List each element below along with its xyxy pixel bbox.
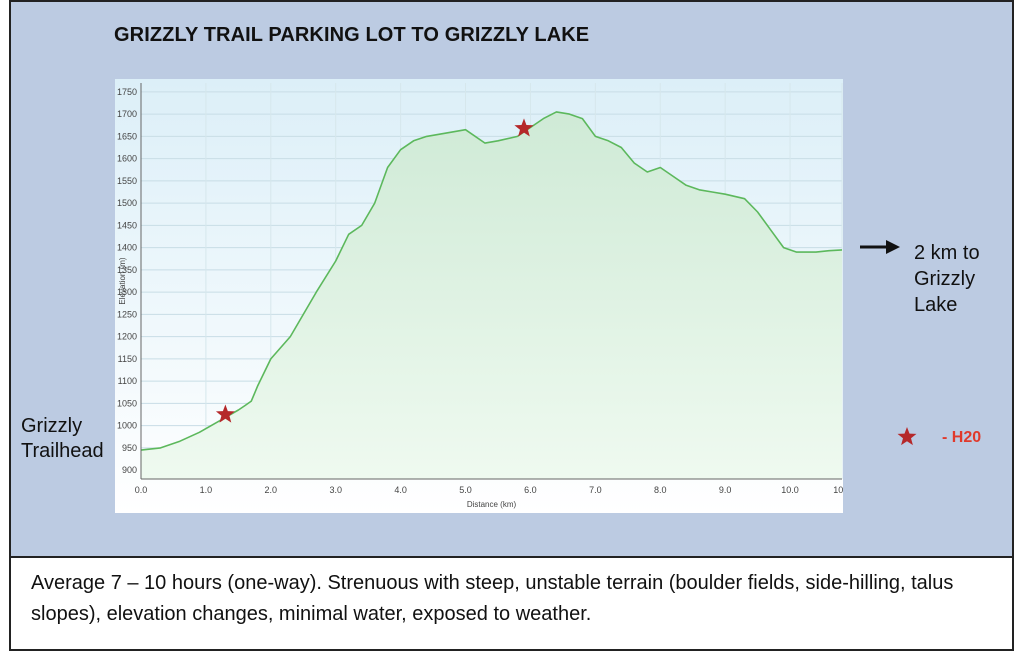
x-tick-label: 1.0 xyxy=(200,485,213,495)
x-tick-label: 0.0 xyxy=(135,485,148,495)
x-axis-title: Distance (km) xyxy=(467,500,517,509)
water-star-icon xyxy=(215,404,235,423)
y-tick-label: 1500 xyxy=(117,198,137,208)
page-title: GRIZZLY TRAIL PARKING LOT TO GRIZZLY LAK… xyxy=(114,24,590,46)
x-tick-label: 7.0 xyxy=(589,485,602,495)
y-tick-label: 1300 xyxy=(117,287,137,297)
y-tick-label: 1250 xyxy=(117,309,137,319)
y-tick-label: 1050 xyxy=(117,398,137,408)
y-tick-label: 900 xyxy=(122,465,137,475)
y-tick-label: 1400 xyxy=(117,243,137,253)
arrow-right-icon xyxy=(860,240,900,254)
y-tick-label: 1550 xyxy=(117,176,137,186)
y-tick-label: 1700 xyxy=(117,109,137,119)
x-tick-label: 10.0 xyxy=(781,485,799,495)
y-tick-label: 1100 xyxy=(118,376,137,386)
chart-panel: GRIZZLY TRAIL PARKING LOT TO GRIZZLY LAK… xyxy=(11,2,1012,558)
x-tick-label: 10.8 xyxy=(833,485,843,495)
elevation-chart: 900 950 1000 1050 1100 1150 1200 1250 1300 1350 14… xyxy=(115,79,843,513)
y-tick-label: 1350 xyxy=(117,265,137,275)
x-tick-label: 2.0 xyxy=(265,485,278,495)
y-tick-label: 1150 xyxy=(118,354,137,364)
x-tick-label: 6.0 xyxy=(524,485,537,495)
y-tick-label: 1600 xyxy=(117,154,137,164)
figure-frame: GRIZZLY TRAIL PARKING LOT TO GRIZZLY LAK… xyxy=(9,0,1014,651)
star-icon xyxy=(897,427,917,446)
x-tick-label: 3.0 xyxy=(329,485,342,495)
y-tick-label: 1750 xyxy=(117,87,137,97)
x-tick-label: 9.0 xyxy=(719,485,732,495)
trail-description: Average 7 – 10 hours (one-way). Strenuou… xyxy=(31,572,954,625)
trailhead-label: Grizzly Trailhead xyxy=(21,415,104,462)
x-tick-label: 4.0 xyxy=(394,485,407,495)
y-tick-label: 1000 xyxy=(117,421,137,431)
y-axis-title: Elevation (m) xyxy=(118,257,127,304)
elevation-line xyxy=(140,111,843,451)
y-tick-label: 1200 xyxy=(117,332,137,342)
y-tick-label: 1450 xyxy=(117,220,137,230)
y-tick-label: 1650 xyxy=(117,131,137,141)
destination-label: 2 km to Grizzly Lake xyxy=(914,242,980,316)
x-tick-label: 8.0 xyxy=(654,485,667,495)
legend-label: - H20 xyxy=(942,429,982,446)
water-star-icon xyxy=(514,118,534,137)
elevation-area xyxy=(141,111,842,480)
y-tick-label: 950 xyxy=(122,443,137,453)
x-tick-label: 5.0 xyxy=(459,485,472,495)
